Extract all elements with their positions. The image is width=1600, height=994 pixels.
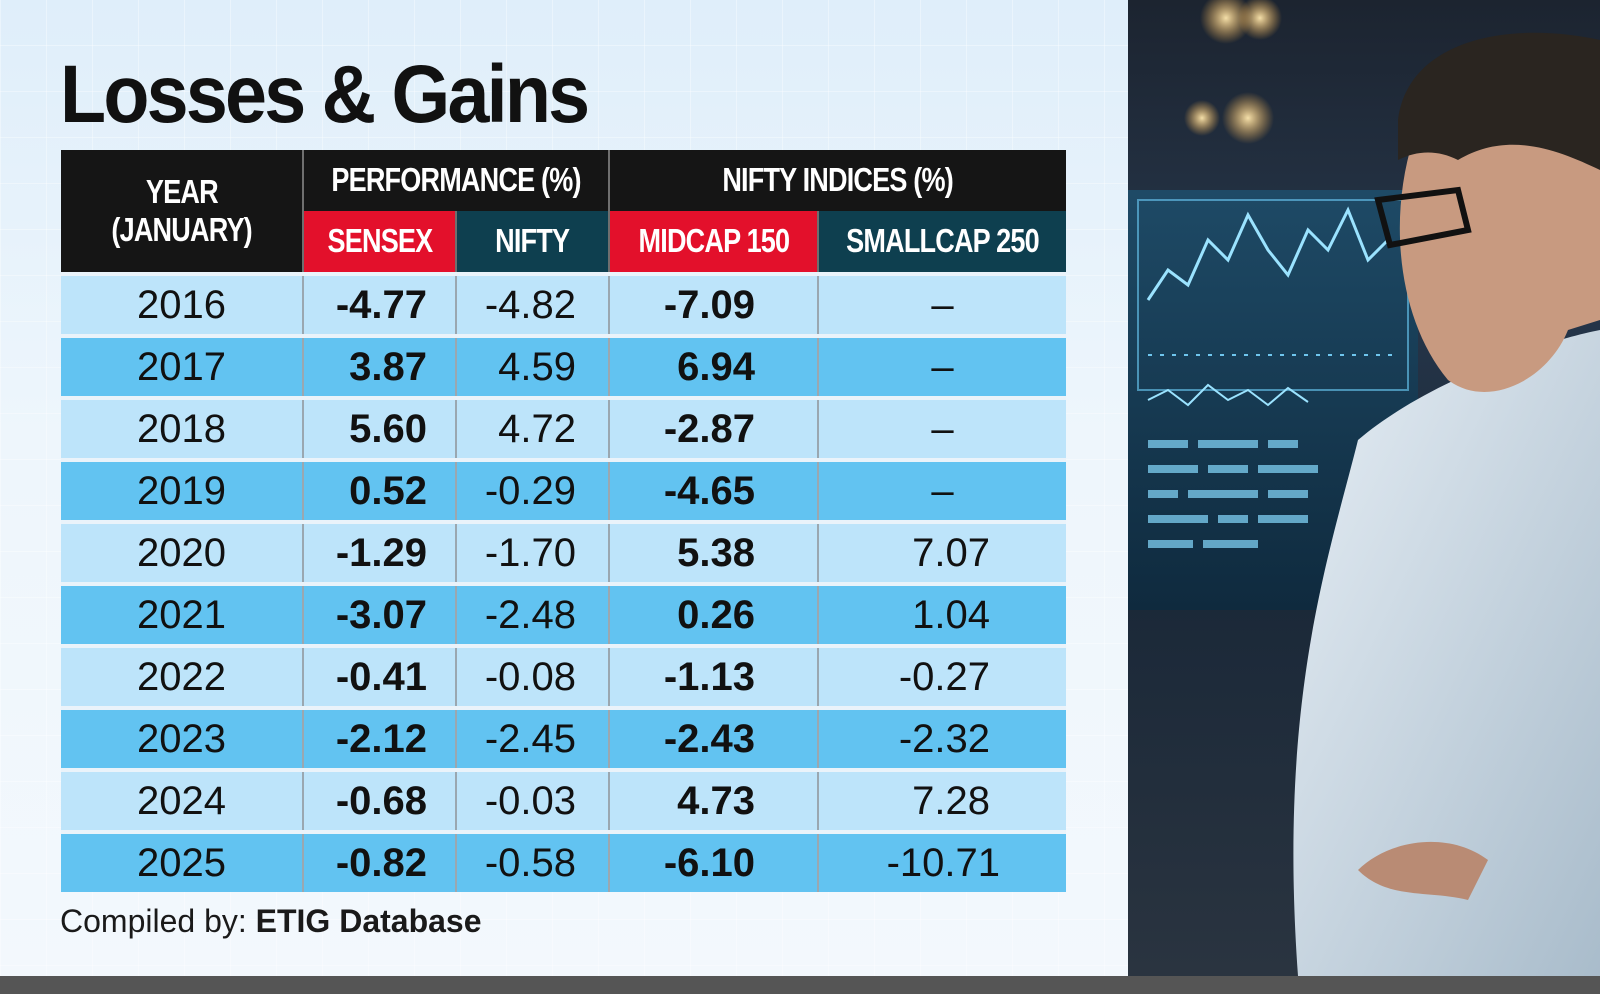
cell-year: 2023 — [61, 706, 304, 770]
header-year-line1: YEAR — [145, 173, 219, 210]
cell-smallcap: – — [818, 396, 1066, 460]
cell-midcap: -2.87 — [609, 396, 819, 460]
header-year: YEAR (JANUARY) — [61, 150, 304, 274]
source-label: Compiled by: — [60, 903, 256, 939]
cell-year: 2017 — [61, 334, 304, 398]
table-row: 2023 -2.12 -2.45 -2.43 -2.32 — [61, 706, 1066, 770]
table-row: 2024 -0.68 -0.03 4.73 7.28 — [61, 768, 1066, 832]
cell-sensex: 0.52 — [303, 458, 457, 522]
cell-sensex: -0.82 — [303, 830, 457, 892]
cell-sensex: 3.87 — [303, 334, 457, 398]
photo-illustration — [1128, 0, 1600, 976]
cell-sensex: -2.12 — [303, 706, 457, 770]
table-row: 2016 -4.77 -4.82 -7.09 – — [61, 272, 1066, 336]
table-row: 2021 -3.07 -2.48 0.26 1.04 — [61, 582, 1066, 646]
cell-sensex: 5.60 — [303, 396, 457, 460]
header-group-performance: PERFORMANCE (%) — [303, 150, 610, 211]
cell-midcap: -6.10 — [609, 830, 819, 892]
cell-midcap: -7.09 — [609, 272, 819, 336]
cell-smallcap: – — [818, 334, 1066, 398]
cell-midcap: -4.65 — [609, 458, 819, 522]
person-hair — [1398, 32, 1600, 170]
header-midcap: MIDCAP 150 — [609, 210, 819, 274]
cell-midcap: 5.38 — [609, 520, 819, 584]
header-group-nifty-indices: NIFTY INDICES (%) — [609, 150, 1066, 211]
bottom-bar — [0, 976, 1600, 994]
cell-nifty: -0.58 — [456, 830, 610, 892]
cell-nifty: -2.48 — [456, 582, 610, 646]
cell-sensex: -4.77 — [303, 272, 457, 336]
cell-nifty: 4.59 — [456, 334, 610, 398]
cell-smallcap: -0.27 — [818, 644, 1066, 708]
cell-smallcap: 7.28 — [818, 768, 1066, 832]
cell-sensex: -3.07 — [303, 582, 457, 646]
page-title: Losses & Gains — [60, 49, 590, 140]
cell-year: 2016 — [61, 272, 304, 336]
cell-nifty: -2.45 — [456, 706, 610, 770]
cell-sensex: -1.29 — [303, 520, 457, 584]
cell-smallcap: -2.32 — [818, 706, 1066, 770]
source-name: ETIG Database — [255, 903, 482, 939]
table-row: 2019 0.52 -0.29 -4.65 – — [61, 458, 1066, 522]
cell-smallcap: – — [818, 272, 1066, 336]
cell-smallcap: – — [818, 458, 1066, 522]
cell-smallcap: 7.07 — [818, 520, 1066, 584]
cell-midcap: 6.94 — [609, 334, 819, 398]
table-row: 2025 -0.82 -0.58 -6.10 -10.71 — [61, 830, 1066, 892]
cell-year: 2025 — [61, 830, 304, 892]
cell-midcap: 0.26 — [609, 582, 819, 646]
cell-nifty: 4.72 — [456, 396, 610, 460]
cell-midcap: 4.73 — [609, 768, 819, 832]
cell-year: 2024 — [61, 768, 304, 832]
header-smallcap: SMALLCAP 250 — [818, 210, 1066, 274]
table-row: 2022 -0.41 -0.08 -1.13 -0.27 — [61, 644, 1066, 708]
table-row: 2018 5.60 4.72 -2.87 – — [61, 396, 1066, 460]
table-row: 2020 -1.29 -1.70 5.38 7.07 — [61, 520, 1066, 584]
infographic-panel: Losses & Gains YEAR (JANUARY) PERFORMANC… — [0, 0, 1128, 976]
header-nifty: NIFTY — [456, 210, 610, 274]
cell-midcap: -1.13 — [609, 644, 819, 708]
cell-sensex: -0.68 — [303, 768, 457, 832]
cell-year: 2021 — [61, 582, 304, 646]
cell-year: 2018 — [61, 396, 304, 460]
cell-smallcap: -10.71 — [818, 830, 1066, 892]
cell-smallcap: 1.04 — [818, 582, 1066, 646]
cell-nifty: -0.03 — [456, 768, 610, 832]
cell-nifty: -4.82 — [456, 272, 610, 336]
cell-year: 2020 — [61, 520, 304, 584]
table-row: 2017 3.87 4.59 6.94 – — [61, 334, 1066, 398]
cell-midcap: -2.43 — [609, 706, 819, 770]
performance-table: YEAR (JANUARY) PERFORMANCE (%) NIFTY IND… — [61, 150, 1066, 892]
cell-sensex: -0.41 — [303, 644, 457, 708]
trader-photo — [1128, 0, 1600, 976]
person-shirt — [1293, 330, 1600, 976]
cell-nifty: -0.29 — [456, 458, 610, 522]
cell-year: 2022 — [61, 644, 304, 708]
source-credit: Compiled by: ETIG Database — [60, 903, 482, 940]
cell-nifty: -1.70 — [456, 520, 610, 584]
header-year-line2: (JANUARY) — [111, 211, 252, 248]
cell-nifty: -0.08 — [456, 644, 610, 708]
cell-year: 2019 — [61, 458, 304, 522]
header-sensex: SENSEX — [303, 210, 457, 274]
